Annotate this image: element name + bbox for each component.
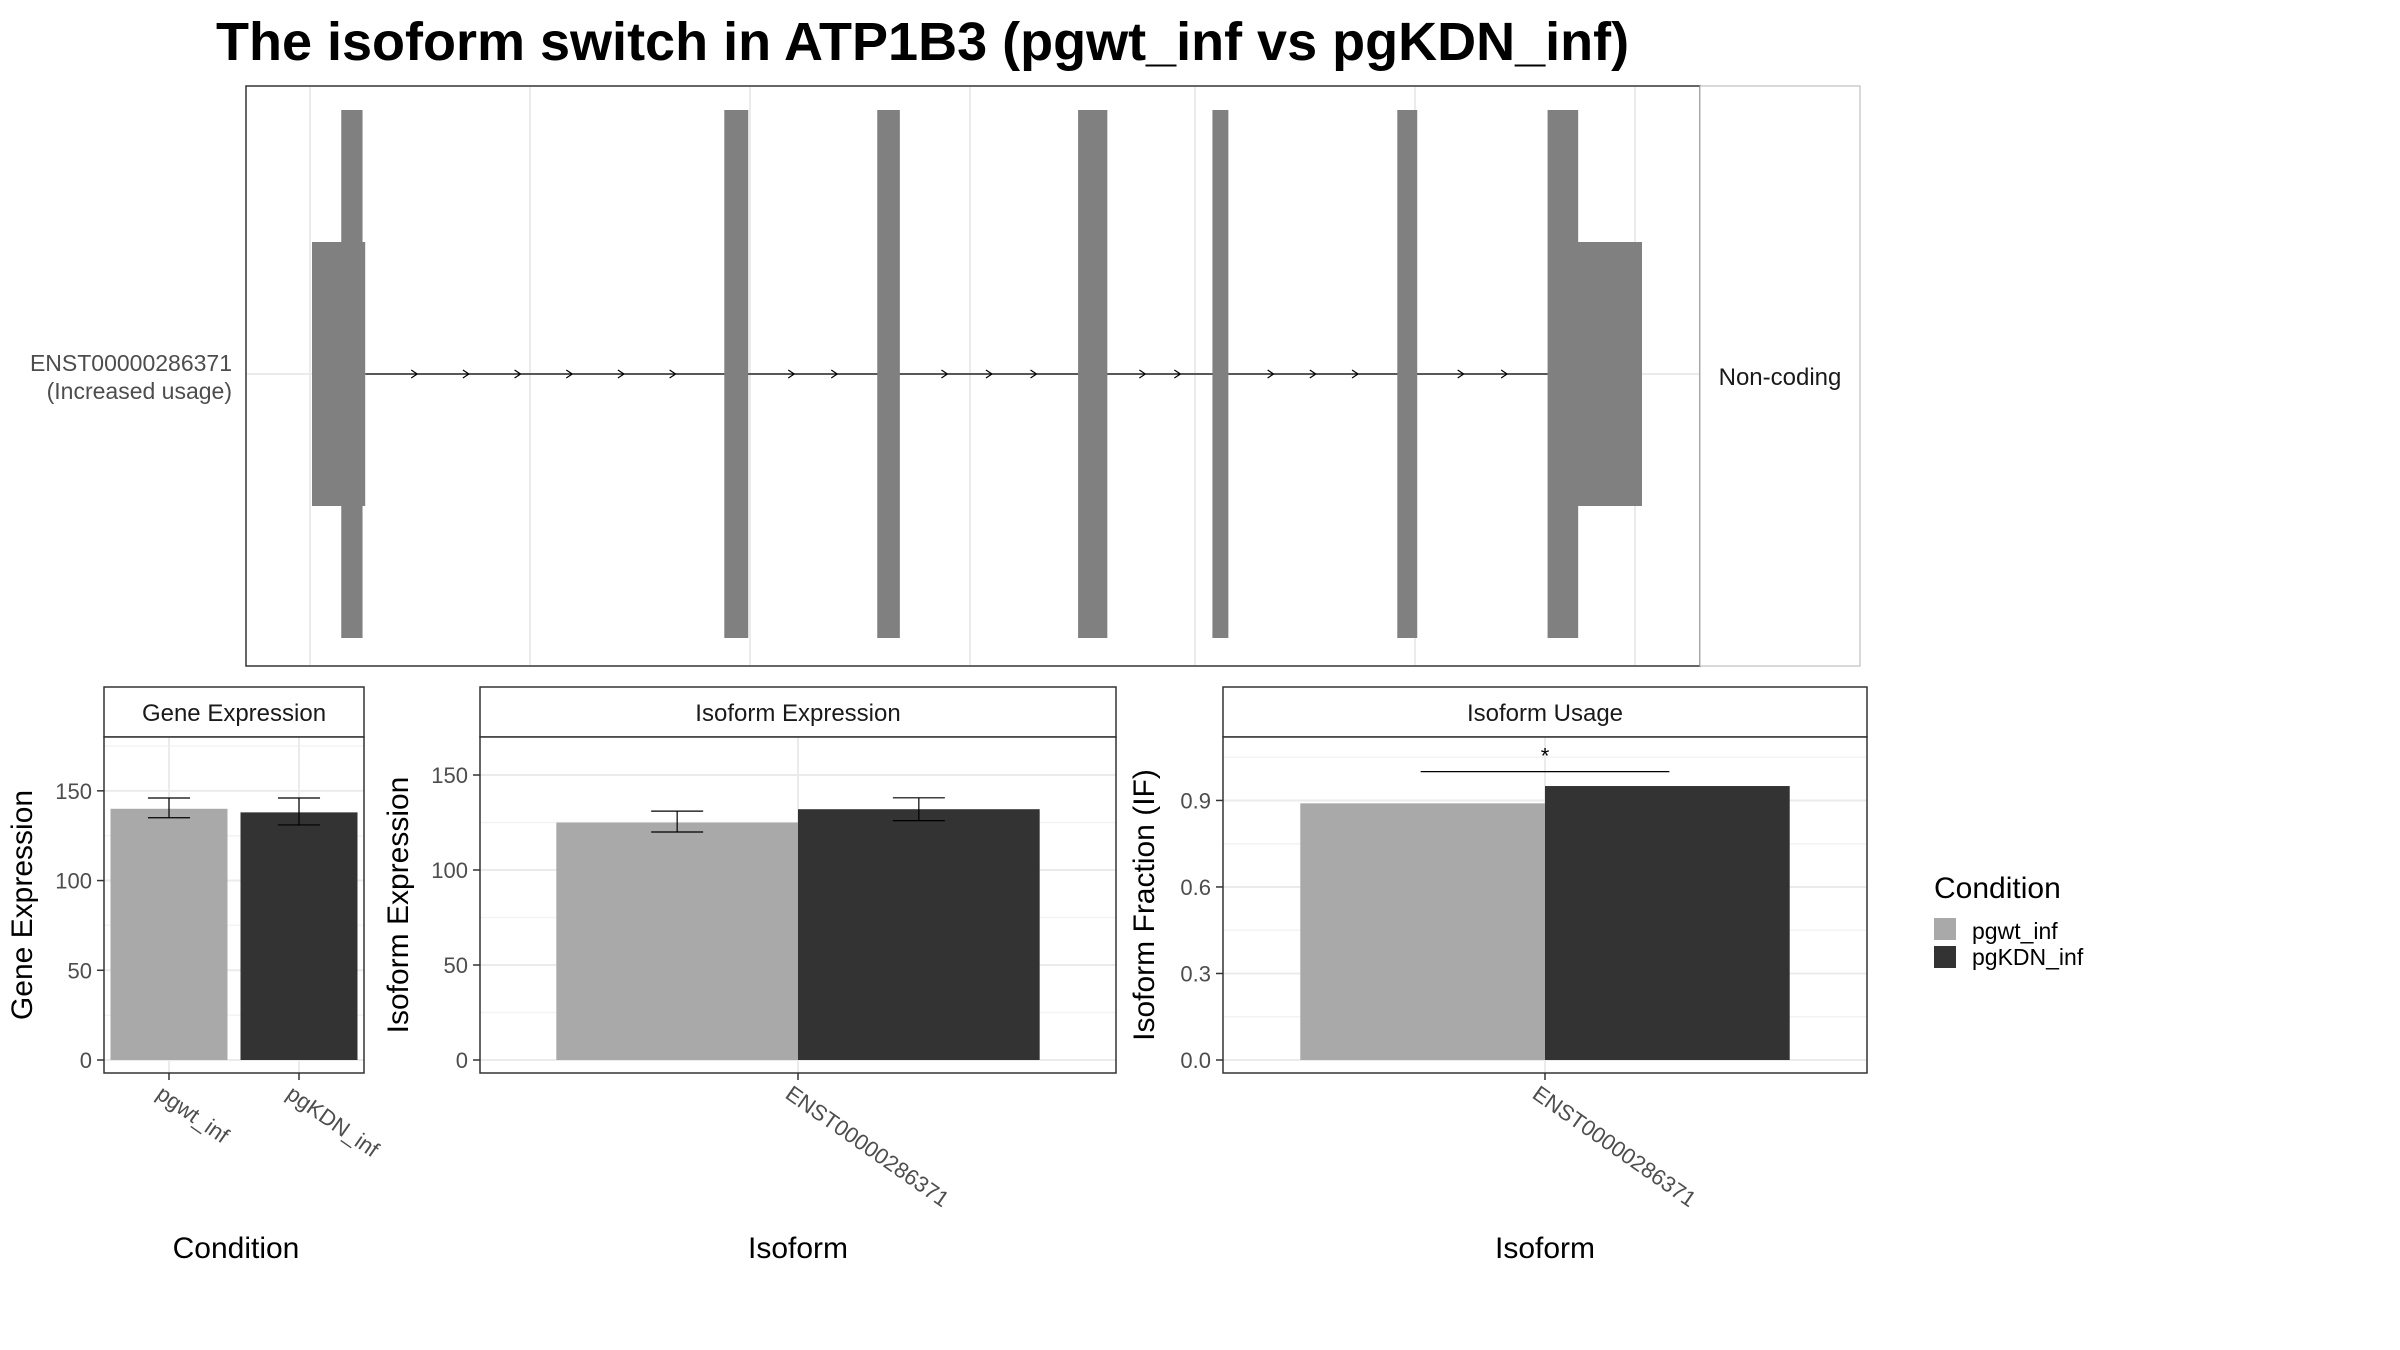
x-tick-label: ENST00000286371	[781, 1081, 954, 1212]
exon-utr-8	[1575, 242, 1642, 506]
exon-cds-4	[1078, 110, 1108, 638]
intron-direction-arrow	[565, 369, 574, 379]
legend-label-pgKDN_inf: pgKDN_inf	[1972, 944, 2084, 970]
intron-direction-arrow	[1030, 369, 1038, 379]
exon-cds-7	[1547, 110, 1579, 638]
intron-direction-arrow	[1174, 369, 1182, 379]
gene-expression-panel: Gene Expression 0 50 100 150 pgwt_inf pgKDN_in…	[6, 686, 384, 1265]
y-tick-label: 0	[456, 1048, 468, 1073]
intron-direction-arrow	[1139, 369, 1147, 379]
intron-direction-arrow	[941, 369, 949, 379]
exon-cds-3	[877, 110, 900, 638]
panel-border	[103, 736, 365, 1074]
isoform-structure-panel: ENST00000286371 (Increased usage) Non-co…	[30, 85, 1861, 667]
y-tick-label: 50	[68, 958, 92, 983]
bar	[110, 808, 228, 1060]
intron-direction-arrow	[1351, 369, 1360, 379]
y-tick-label: 0.0	[1180, 1048, 1211, 1073]
intron-direction-arrow	[1457, 369, 1465, 379]
exon-cds-5	[1212, 110, 1229, 638]
y-tick-label: 100	[55, 869, 92, 894]
y-tick-label: 150	[431, 763, 468, 788]
bar	[798, 809, 1040, 1060]
exon-cds-1	[341, 110, 363, 638]
legend: Condition pgwt_inf pgKDN_inf	[1934, 872, 2084, 970]
x-tick-label: pgwt_inf	[152, 1081, 234, 1149]
intron-direction-arrow	[1309, 369, 1317, 379]
significance-label: *	[1541, 744, 1550, 769]
intron-direction-arrow	[669, 369, 677, 379]
isoform-usage-note: (Increased usage)	[47, 378, 232, 404]
intron-direction-arrow	[462, 369, 470, 379]
y-tick-label: 0.3	[1180, 961, 1211, 986]
intron-direction-arrow	[617, 369, 626, 379]
coding-status-label: Non-coding	[1719, 364, 1842, 391]
y-axis-title: Gene Expression	[6, 790, 39, 1020]
x-tick-label: pgKDN_inf	[282, 1081, 384, 1163]
x-axis-title: Condition	[173, 1232, 300, 1265]
exon-cds-2	[724, 110, 749, 638]
intron-direction-arrow	[514, 369, 522, 379]
y-tick-label: 100	[431, 858, 468, 883]
panel-strip-label: Isoform Expression	[695, 700, 900, 727]
figure-title: The isoform switch in ATP1B3 (pgwt_inf v…	[216, 12, 1629, 72]
y-tick-label: 0.9	[1180, 788, 1211, 813]
isoform-row-label: ENST00000286371	[30, 350, 232, 376]
legend-key-pgwt_inf	[1934, 918, 1956, 940]
isoform-usage-panel: Isoform Usage 0.0 0.3 0.6 0.9 * ENST0000028637…	[1128, 686, 1868, 1265]
bar	[1545, 786, 1790, 1060]
intron-direction-arrow	[830, 369, 839, 379]
x-tick-label: ENST00000286371	[1528, 1081, 1701, 1212]
panel-strip	[479, 686, 1117, 738]
bar	[1300, 803, 1545, 1060]
y-tick-label: 150	[55, 779, 92, 804]
legend-label-pgwt_inf: pgwt_inf	[1972, 918, 2058, 944]
y-tick-label: 0	[80, 1048, 92, 1073]
intron-direction-arrow	[410, 369, 419, 379]
panel-strip-label: Isoform Usage	[1467, 700, 1623, 727]
y-tick-label: 50	[444, 953, 468, 978]
exon-cds-6	[1397, 110, 1418, 638]
panel-strip	[103, 686, 365, 738]
x-axis-title: Isoform	[748, 1232, 848, 1265]
x-axis-title: Isoform	[1495, 1232, 1595, 1265]
bar	[556, 822, 798, 1060]
bar	[240, 812, 358, 1060]
legend-key-pgKDN_inf	[1934, 946, 1956, 968]
intron-direction-arrow	[985, 369, 994, 379]
intron-direction-arrow	[1500, 369, 1509, 379]
intron-direction-arrow	[1267, 369, 1275, 379]
legend-title: Condition	[1934, 872, 2061, 905]
structure-panel-border	[245, 85, 1701, 667]
y-axis-title: Isoform Expression	[382, 777, 415, 1034]
isoform-expression-panel: Isoform Expression 0 50 100 150 ENST000002863…	[382, 686, 1117, 1265]
intron-direction-arrow	[787, 369, 796, 379]
coding-status-strip	[1699, 85, 1861, 667]
panel-strip-label: Gene Expression	[142, 700, 326, 727]
panel-strip	[1222, 686, 1868, 738]
y-axis-title: Isoform Fraction (IF)	[1128, 769, 1161, 1041]
y-tick-label: 0.6	[1180, 875, 1211, 900]
